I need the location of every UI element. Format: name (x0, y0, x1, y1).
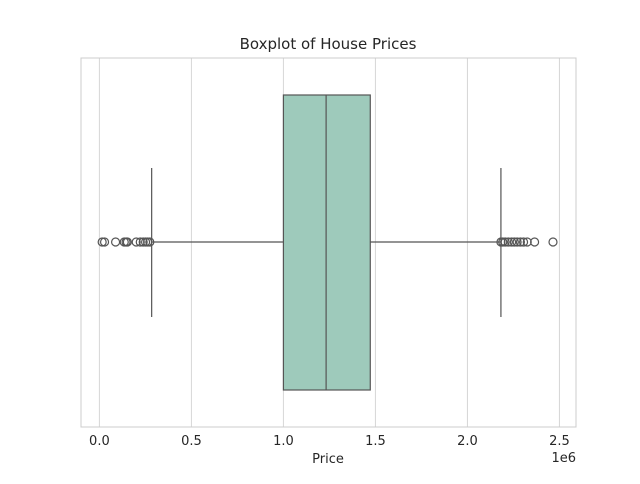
chart-title: Boxplot of House Prices (240, 35, 417, 53)
outlier-point (522, 237, 532, 247)
outlier-point (145, 237, 155, 247)
x-tick-label: 0.0 (89, 434, 110, 449)
x-axis-ticks: 0.0 0.5 1.0 1.5 2.0 2.5 (89, 434, 570, 449)
x-tick-label: 0.5 (181, 434, 202, 449)
outlier-point (548, 237, 558, 247)
x-tick-label: 1.0 (273, 434, 294, 449)
outlier-point (135, 237, 145, 247)
x-axis-label: Price (312, 452, 344, 467)
outlier-point (509, 237, 519, 247)
outlier-point (498, 237, 508, 247)
x-tick-label: 2.5 (549, 434, 570, 449)
outlier-point (529, 237, 540, 247)
outlier-point (131, 237, 141, 247)
outlier-point (518, 237, 529, 247)
x-tick-label: 2.0 (457, 434, 478, 449)
outlier-point (99, 237, 110, 247)
outlier-point (515, 237, 526, 247)
outlier-points (97, 237, 558, 247)
outlier-point (503, 237, 513, 247)
outlier-point (512, 237, 522, 247)
outlier-point (122, 237, 132, 247)
outlier-point (500, 237, 510, 247)
outlier-point (138, 237, 148, 247)
outlier-point (110, 237, 121, 247)
outlier-point (506, 237, 517, 247)
plot-frame (80, 57, 577, 428)
iqr-box (282, 94, 371, 391)
x-tick-label: 1.5 (365, 434, 386, 449)
outlier-point (97, 237, 107, 247)
x-axis-offset-text: 1e6 (551, 451, 576, 466)
box-plot (151, 94, 502, 391)
